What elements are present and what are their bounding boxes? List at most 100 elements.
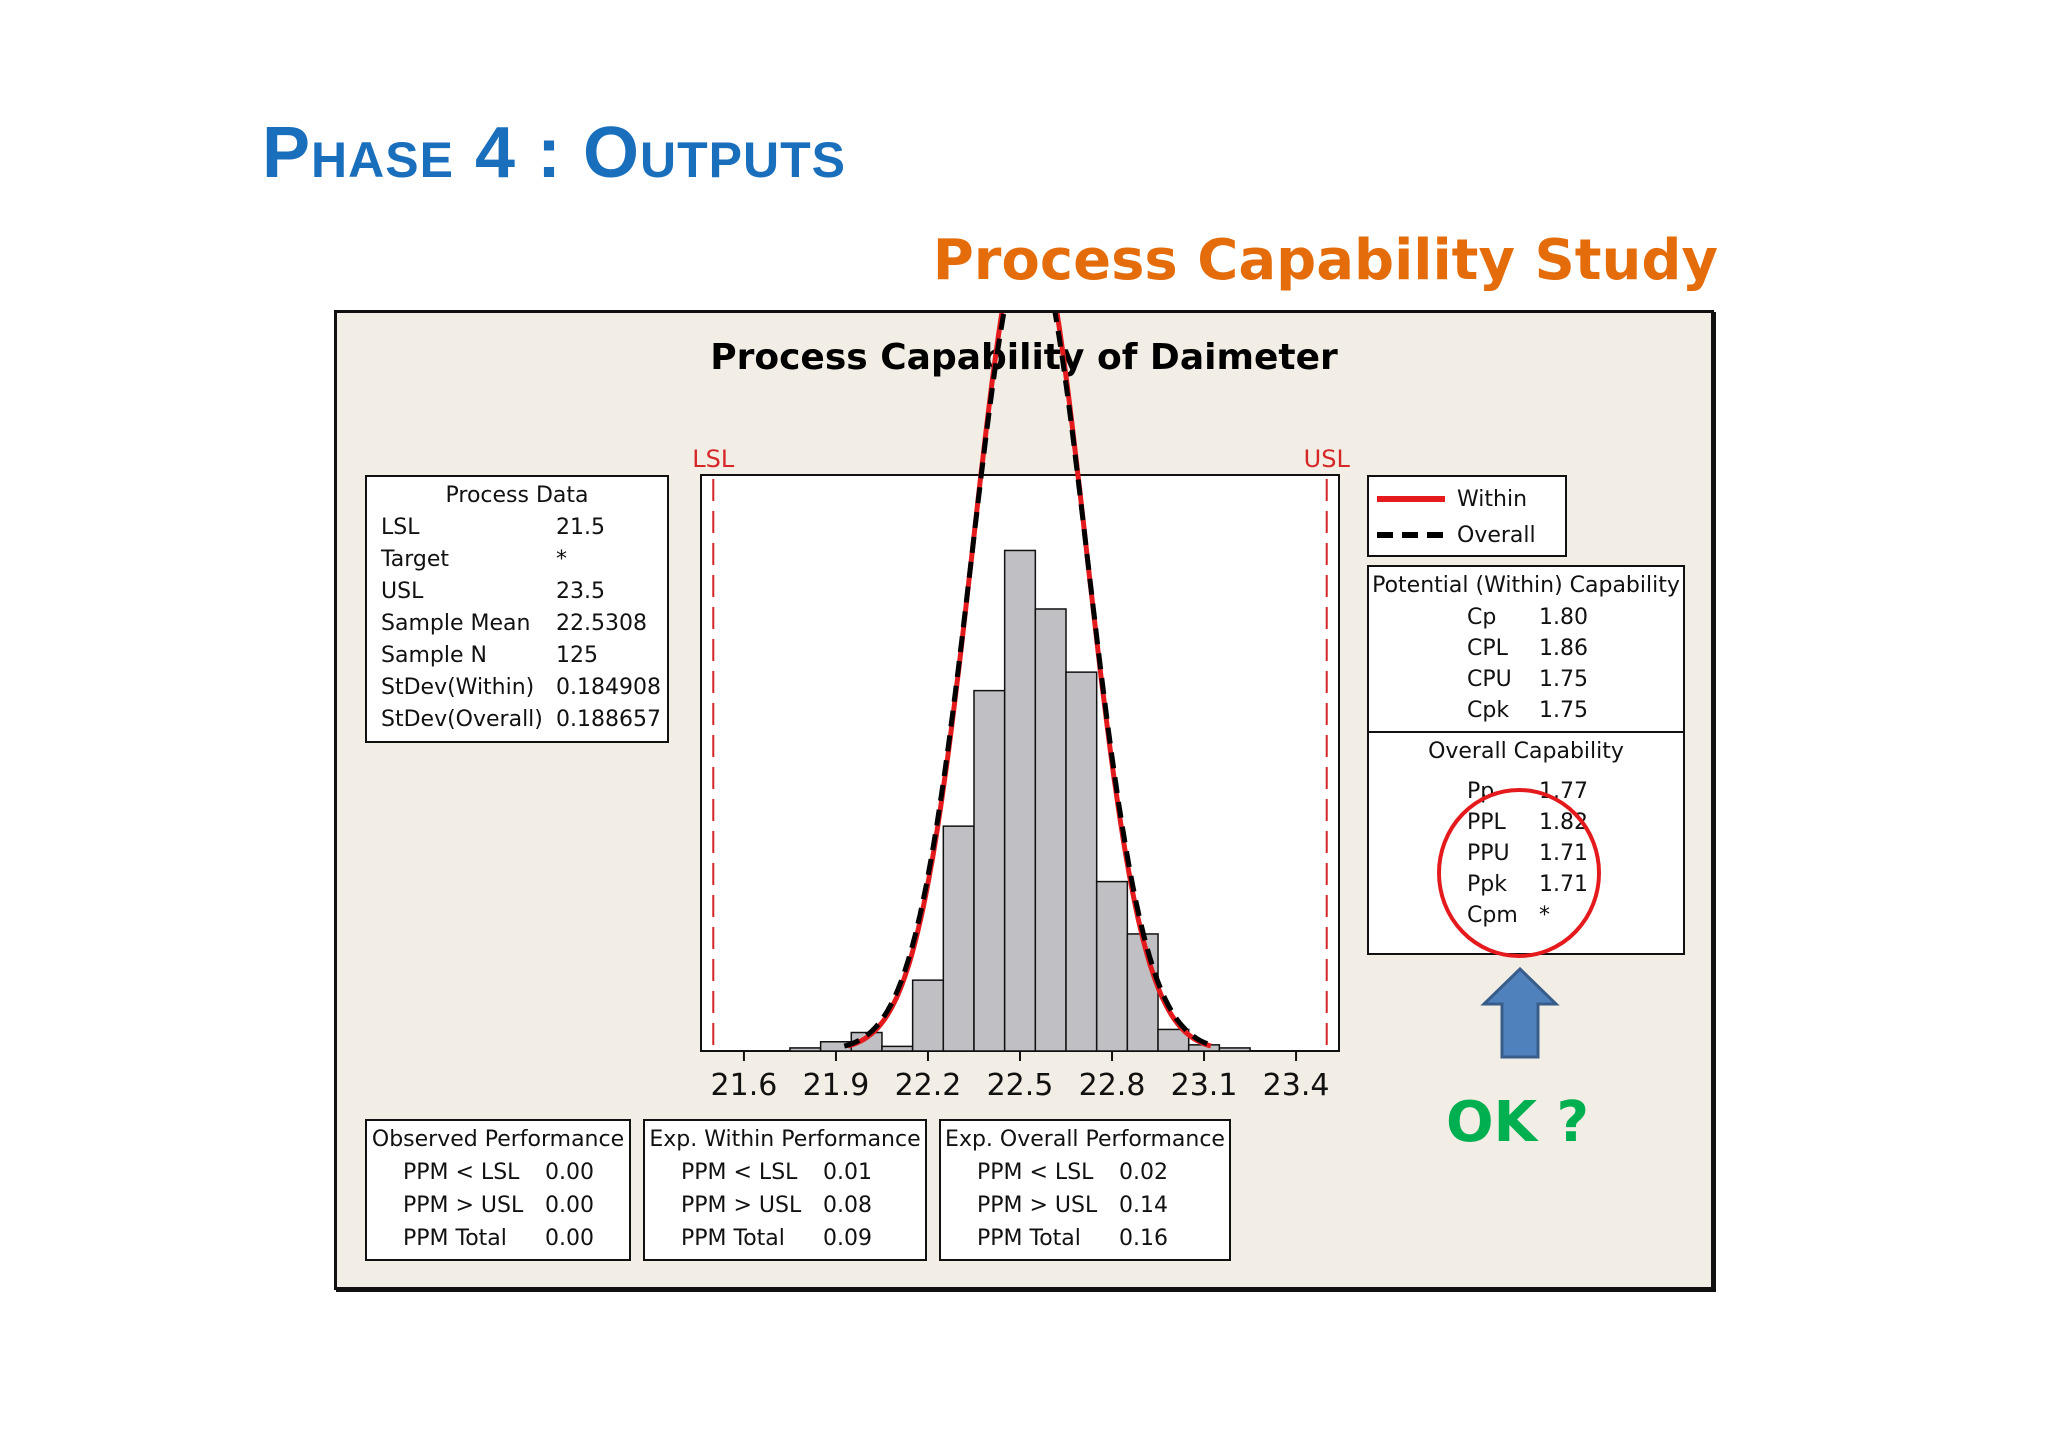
x-tick-label: 21.9 <box>803 1068 870 1103</box>
observed-performance-title: Observed Performance <box>371 1127 625 1152</box>
capability-row: Cpm * <box>1369 900 1683 931</box>
row-label: Cpm <box>1467 903 1518 928</box>
row-label: Pp <box>1467 779 1495 804</box>
overall-curve <box>843 313 1216 1049</box>
row-value: 0.184908 <box>556 675 661 700</box>
x-tick-label: 23.1 <box>1171 1068 1238 1103</box>
performance-row: PPM > USL 0.00 <box>367 1189 629 1222</box>
slide-title: Phase 4 : Outputs <box>262 113 846 193</box>
x-tick-label: 22.2 <box>895 1068 962 1103</box>
capability-row: Cpk 1.75 <box>1369 695 1683 726</box>
row-value: 1.80 <box>1539 605 1588 630</box>
row-label: PPU <box>1467 841 1510 866</box>
row-value: 0.00 <box>545 1193 594 1218</box>
performance-row: PPM > USL 0.08 <box>645 1189 925 1222</box>
x-tick-label: 23.4 <box>1263 1068 1330 1103</box>
x-tick-label: 22.8 <box>1079 1068 1146 1103</box>
potential-capability-box: Potential (Within) Capability Cp 1.80 CPL… <box>1367 565 1685 733</box>
histogram-bar <box>1065 671 1098 1052</box>
row-value: 125 <box>556 643 598 668</box>
row-label: CPU <box>1467 667 1512 692</box>
exp-overall-performance-title: Exp. Overall Performance <box>945 1127 1225 1152</box>
exp-within-performance-title: Exp. Within Performance <box>649 1127 921 1152</box>
row-value: 0.09 <box>823 1226 872 1251</box>
x-tick-label: 21.6 <box>711 1068 778 1103</box>
histogram-bar <box>1003 549 1037 1052</box>
capability-row: Pp 1.77 <box>1369 776 1683 807</box>
performance-row: PPM < LSL 0.00 <box>367 1156 629 1189</box>
row-label: Target <box>381 547 450 572</box>
row-value: 1.86 <box>1539 636 1588 661</box>
histogram-bar <box>973 689 1006 1052</box>
row-label: Sample Mean <box>381 611 531 636</box>
row-label: CPL <box>1467 636 1508 661</box>
process-data-row: Target * <box>367 544 667 576</box>
row-label: Cpk <box>1467 698 1510 723</box>
performance-row: PPM < LSL 0.02 <box>941 1156 1229 1189</box>
histogram-bar <box>911 979 945 1052</box>
histogram-bar <box>1034 608 1067 1052</box>
capability-row: PPL 1.82 <box>1369 807 1683 838</box>
ok-callout: OK ? <box>1446 1090 1589 1155</box>
row-label: Sample N <box>381 643 487 668</box>
process-data-row: LSL 21.5 <box>367 512 667 544</box>
slide-subtitle: Process Capability Study <box>932 228 1718 293</box>
row-value: 0.08 <box>823 1193 872 1218</box>
exp-within-performance-box: Exp. Within Performance PPM < LSL 0.01 PP… <box>643 1119 927 1261</box>
row-label: PPM > USL <box>681 1193 802 1218</box>
process-data-row: Sample Mean 22.5308 <box>367 608 667 640</box>
row-value: 0.00 <box>545 1160 594 1185</box>
capability-row: PPU 1.71 <box>1369 838 1683 869</box>
row-label: PPL <box>1467 810 1506 835</box>
observed-performance-box: Observed Performance PPM < LSL 0.00 PPM >… <box>365 1119 631 1261</box>
chart-title: Process Capability of Daimeter <box>710 337 1338 378</box>
performance-row: PPM Total 0.09 <box>645 1222 925 1255</box>
row-label: PPM < LSL <box>681 1160 798 1185</box>
capability-row: Cp 1.80 <box>1369 602 1683 633</box>
row-label: PPM Total <box>681 1226 785 1251</box>
row-value: * <box>1539 903 1550 928</box>
potential-capability-title: Potential (Within) Capability <box>1372 573 1680 598</box>
spec-limit-label: USL <box>1304 445 1351 473</box>
histogram-bar <box>881 1045 914 1052</box>
row-label: PPM > USL <box>977 1193 1098 1218</box>
legend-label: Overall <box>1457 522 1536 548</box>
row-value: 0.00 <box>545 1226 594 1251</box>
process-data-row: StDev(Within) 0.184908 <box>367 672 667 704</box>
process-data-row: StDev(Overall) 0.188657 <box>367 704 667 736</box>
row-label: PPM < LSL <box>977 1160 1094 1185</box>
row-label: USL <box>381 579 424 604</box>
row-label: LSL <box>381 515 420 540</box>
row-value: 1.75 <box>1539 667 1588 692</box>
dashed-line-swatch-icon <box>1377 532 1445 538</box>
performance-row: PPM < LSL 0.01 <box>645 1156 925 1189</box>
legend-item-overall: Overall <box>1369 517 1565 553</box>
row-label: Ppk <box>1467 872 1507 897</box>
histogram-bar <box>1126 933 1159 1052</box>
row-value: 1.77 <box>1539 779 1588 804</box>
row-value: 0.01 <box>823 1160 872 1185</box>
performance-row: PPM > USL 0.14 <box>941 1189 1229 1222</box>
histogram-chart: 21.6 21.9 22.2 22.5 22.8 23.1 23.4 LSL USL <box>692 313 1351 1103</box>
process-data-title: Process Data <box>445 483 589 508</box>
row-value: 1.71 <box>1539 841 1588 866</box>
row-value: 1.75 <box>1539 698 1588 723</box>
row-value: 1.71 <box>1539 872 1588 897</box>
row-label: PPM > USL <box>403 1193 524 1218</box>
row-value: 0.02 <box>1119 1160 1168 1185</box>
chart-legend: Within Overall <box>1367 475 1567 557</box>
row-label: PPM < LSL <box>403 1160 520 1185</box>
row-label: StDev(Within) <box>381 675 535 700</box>
performance-row: PPM Total 0.16 <box>941 1222 1229 1255</box>
row-value: 23.5 <box>556 579 605 604</box>
histogram-bar <box>942 825 975 1052</box>
up-arrow-icon <box>1480 966 1560 1059</box>
row-value: 22.5308 <box>556 611 647 636</box>
x-tick-label: 22.5 <box>987 1068 1054 1103</box>
overall-capability-box: Overall Capability Pp 1.77 PPL 1.82 PPU 1.7… <box>1367 731 1685 955</box>
row-label: PPM Total <box>977 1226 1081 1251</box>
capability-row: CPU 1.75 <box>1369 664 1683 695</box>
legend-label: Within <box>1457 486 1528 512</box>
process-data-rows: LSL 21.5 Target * USL 23.5 Sample Mean 22.53… <box>367 512 667 736</box>
process-data-box: Process Data LSL 21.5 Target * USL 23.5 Sam… <box>365 475 669 743</box>
